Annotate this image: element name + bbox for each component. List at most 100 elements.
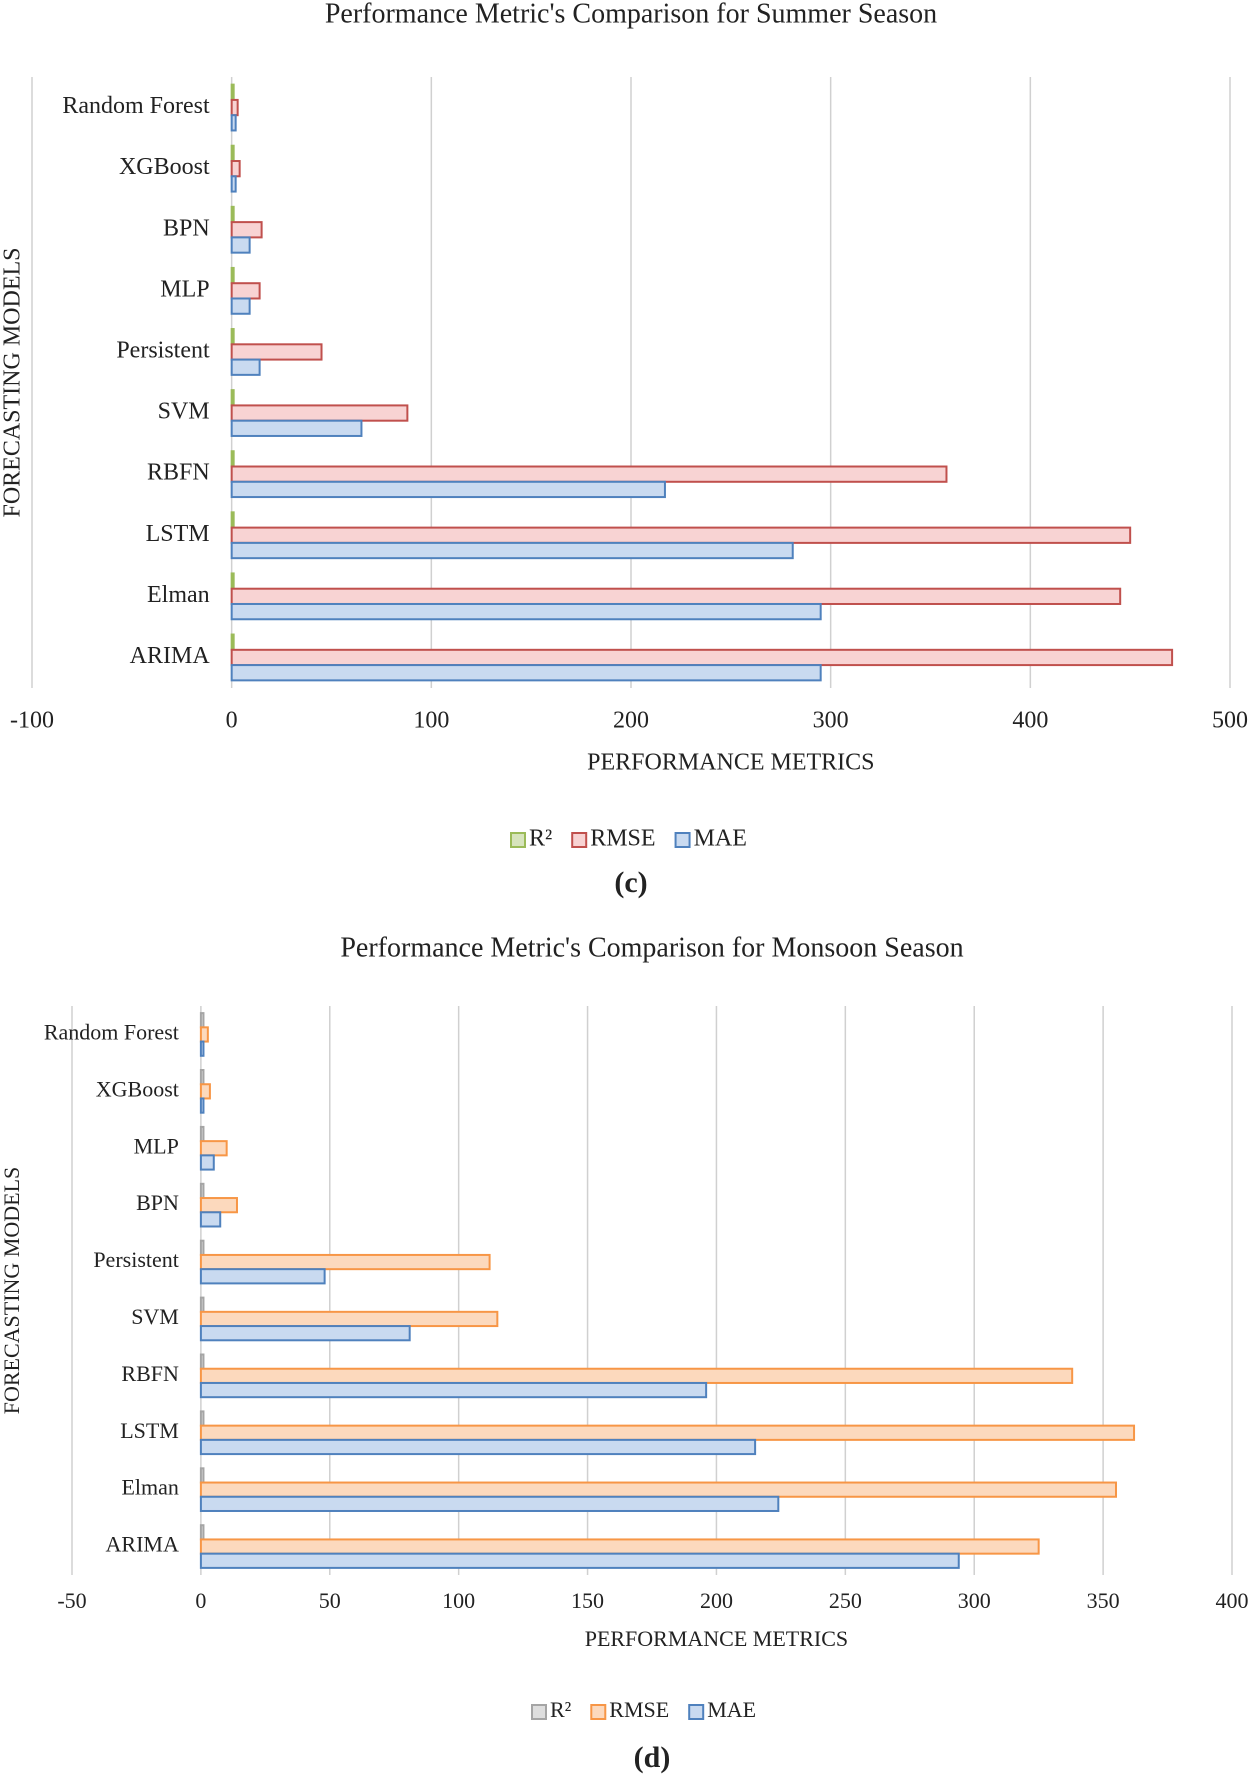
legend-label: MAE (694, 826, 747, 852)
bar (230, 633, 235, 651)
bar (199, 1125, 205, 1143)
bar (230, 358, 261, 376)
bar (230, 266, 235, 285)
bar (199, 1083, 211, 1100)
bar (230, 205, 235, 224)
bar (230, 572, 235, 590)
y-tick-label: MLP (160, 276, 209, 302)
bar (199, 1538, 1040, 1555)
bar (230, 541, 794, 560)
bar (199, 1154, 215, 1171)
x-tick-label: 0 (226, 708, 238, 734)
bar (199, 1438, 757, 1456)
bar (230, 404, 409, 422)
bar (199, 1310, 499, 1328)
bar (230, 328, 235, 346)
bar (199, 1268, 326, 1285)
bar (199, 1381, 708, 1399)
bar (199, 1424, 1136, 1441)
bar (230, 389, 235, 407)
legend-label: R² (529, 826, 552, 852)
legend-swatch (571, 832, 588, 848)
y-tick-label: Elman (121, 1475, 178, 1500)
x-tick-label: -50 (57, 1588, 86, 1613)
bar (230, 602, 822, 621)
y-tick-label: RBFN (121, 1361, 179, 1386)
bar (199, 1253, 491, 1271)
bar (230, 236, 251, 254)
bar (230, 450, 235, 468)
bar (199, 1239, 205, 1256)
legend-label: RMSE (590, 826, 655, 852)
y-axis-label: FORECASTING MODELS (0, 247, 26, 517)
x-tick-label: 500 (1212, 708, 1248, 734)
x-tick-label: 50 (319, 1588, 341, 1613)
bar (230, 648, 1174, 667)
bar (230, 98, 239, 117)
caption: (d) (634, 1741, 671, 1774)
bar (199, 1325, 411, 1342)
x-axis-label: PERFORMANCE METRICS (585, 1626, 848, 1651)
legend-label: R² (550, 1697, 572, 1722)
bar (230, 511, 235, 529)
legend-swatch (590, 1704, 607, 1720)
y-tick-label: XGBoost (119, 154, 210, 180)
bar (199, 1353, 205, 1370)
caption: (c) (614, 866, 647, 899)
bar (230, 144, 235, 163)
y-tick-label: MLP (134, 1133, 179, 1158)
y-tick-label: RBFN (147, 460, 210, 486)
x-tick-label: 350 (1087, 1588, 1120, 1613)
bar (199, 1524, 205, 1541)
y-tick-label: SVM (158, 399, 210, 425)
chart-title: Performance Metric's Comparison for Mons… (340, 932, 963, 963)
bar (199, 1367, 1074, 1384)
x-axis-label: PERFORMANCE METRICS (587, 750, 874, 776)
bar (199, 1296, 205, 1313)
bar (199, 1197, 238, 1214)
bar (199, 1552, 960, 1569)
y-tick-label: Random Forest (62, 93, 210, 119)
y-tick-label: ARIMA (130, 643, 211, 669)
bar (230, 664, 822, 682)
x-tick-label: 200 (613, 708, 649, 734)
x-tick-label: 300 (813, 708, 849, 734)
x-tick-label: 150 (571, 1588, 604, 1613)
y-tick-label: SVM (131, 1304, 179, 1329)
bar (230, 160, 241, 178)
bar (230, 114, 237, 132)
bar (199, 1069, 205, 1086)
bar (199, 1026, 209, 1043)
bar (230, 419, 363, 437)
legend-label: RMSE (609, 1697, 669, 1722)
x-tick-label: 200 (700, 1588, 733, 1613)
bar (199, 1481, 1117, 1498)
y-tick-label: Persistent (93, 1247, 179, 1272)
bar (230, 175, 237, 193)
x-tick-label: -100 (10, 708, 54, 734)
bar (199, 1097, 205, 1114)
bar (230, 297, 251, 315)
y-tick-label: LSTM (120, 1418, 179, 1443)
y-tick-label: XGBoost (96, 1076, 179, 1101)
bar (199, 1467, 205, 1484)
bar (199, 1211, 222, 1228)
y-tick-label: Persistent (116, 337, 210, 363)
bar (199, 1012, 205, 1029)
x-tick-label: 400 (1012, 708, 1048, 734)
bar (199, 1140, 228, 1157)
chart-title: Performance Metric's Comparison for Summ… (325, 0, 937, 29)
x-tick-label: 250 (829, 1588, 862, 1613)
bar (230, 465, 948, 483)
bar (230, 526, 1132, 544)
y-tick-label: LSTM (146, 521, 210, 547)
bar (230, 83, 235, 101)
legend-swatch (688, 1704, 705, 1720)
bar (230, 587, 1122, 605)
legend-swatch (531, 1704, 547, 1720)
bar (199, 1040, 205, 1057)
bar (230, 221, 263, 239)
bar (230, 343, 323, 361)
bar (230, 480, 666, 499)
